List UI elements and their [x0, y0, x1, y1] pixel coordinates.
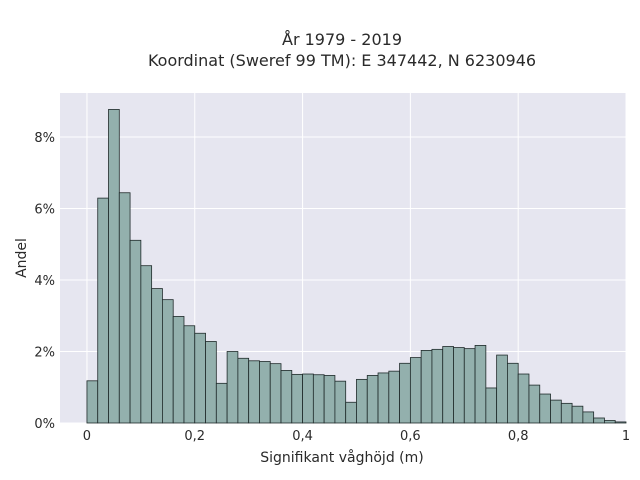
y-tick-label: 6%: [34, 202, 55, 217]
histogram-bar: [151, 288, 163, 424]
histogram-bar: [420, 350, 433, 424]
histogram-bar: [280, 370, 293, 424]
histogram-bar: [108, 109, 120, 424]
histogram-bar: [582, 411, 595, 424]
y-tick-label: 4%: [34, 274, 55, 289]
x-tick-label: 0,2: [184, 429, 205, 444]
histogram-bar: [356, 378, 368, 424]
histogram-bar: [259, 361, 271, 424]
x-tick-label: 0: [83, 429, 91, 444]
chart-title: År 1979 - 2019: [282, 30, 402, 49]
histogram-bar: [409, 357, 422, 424]
histogram-bar: [485, 387, 498, 424]
histogram-bar: [215, 382, 228, 424]
histogram-bar: [614, 421, 627, 424]
histogram-bar: [248, 360, 260, 424]
histogram-bar: [172, 316, 185, 424]
histogram-bar: [453, 347, 465, 424]
histogram-bar: [507, 362, 519, 424]
histogram-bar: [129, 239, 142, 424]
histogram-bar: [431, 348, 444, 424]
histogram-bar: [302, 373, 314, 424]
histogram-bar: [474, 345, 487, 424]
histogram-bar: [205, 341, 217, 424]
histogram-bar: [539, 393, 551, 424]
histogram-bar: [86, 380, 99, 424]
histogram-bar: [269, 363, 282, 424]
histogram-bar: [226, 351, 239, 424]
histogram-bar: [194, 332, 206, 424]
histogram-bar: [162, 299, 174, 424]
x-axis-ticks: 0 0,2 0,4 0,6 0,8 1: [83, 429, 630, 444]
histogram-bar: [97, 197, 109, 424]
histogram-bar: [399, 362, 411, 424]
histogram-bar: [442, 346, 454, 424]
histogram-bar: [528, 384, 541, 424]
histogram-bar: [291, 373, 303, 424]
histogram-bar: [312, 374, 325, 424]
histogram-bars: [86, 109, 627, 424]
x-axis-label: Signifikant våghöjd (m): [260, 449, 423, 466]
histogram-bar: [334, 380, 347, 424]
y-tick-label: 8%: [34, 131, 55, 146]
histogram-bar: [463, 348, 476, 424]
histogram-bar: [571, 405, 584, 424]
histogram-bar: [593, 417, 605, 424]
x-tick-label: 0,4: [292, 429, 313, 444]
histogram-bar: [366, 375, 379, 424]
histogram-bar: [237, 357, 250, 424]
histogram-bar: [560, 402, 573, 424]
histogram-bar: [345, 401, 357, 424]
histogram-bar: [517, 373, 530, 424]
histogram-bar: [183, 325, 196, 424]
histogram-bar: [388, 370, 401, 424]
x-tick-label: 1: [622, 429, 630, 444]
histogram-bar: [550, 399, 562, 424]
histogram-bar: [323, 375, 336, 424]
histogram-bar: [118, 192, 131, 424]
y-axis-label: Andel: [14, 238, 30, 278]
y-axis-ticks: 0% 2% 4% 6% 8%: [34, 131, 55, 432]
chart-subtitle: Koordinat (Sweref 99 TM): E 347442, N 62…: [148, 51, 536, 70]
y-tick-label: 0%: [34, 417, 55, 432]
histogram-bar: [140, 265, 153, 424]
y-tick-label: 2%: [34, 345, 55, 360]
histogram-bar: [604, 420, 616, 424]
x-tick-label: 0,8: [508, 429, 529, 444]
x-tick-label: 0,6: [400, 429, 421, 444]
histogram-bar: [496, 354, 508, 424]
histogram-bar: [377, 372, 390, 424]
